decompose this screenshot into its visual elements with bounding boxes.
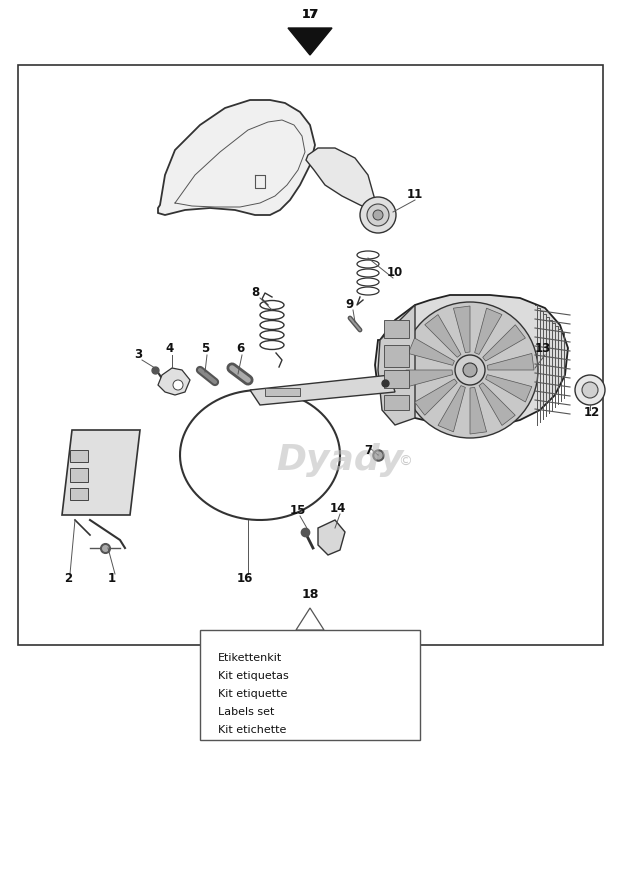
Text: 3: 3: [134, 348, 142, 361]
Text: Etikettenkit: Etikettenkit: [218, 653, 283, 663]
Polygon shape: [408, 338, 455, 366]
Text: 1: 1: [108, 571, 116, 584]
Text: 11: 11: [407, 188, 423, 201]
Bar: [384, 395, 409, 410]
Circle shape: [402, 302, 538, 438]
Text: 12: 12: [584, 405, 600, 418]
Text: 7: 7: [364, 444, 372, 457]
Polygon shape: [486, 374, 532, 402]
Text: 13: 13: [535, 341, 551, 354]
Circle shape: [463, 363, 477, 377]
Polygon shape: [479, 382, 515, 425]
Polygon shape: [375, 295, 568, 428]
Bar: [70, 450, 88, 462]
Polygon shape: [483, 325, 525, 361]
Text: Dyady: Dyady: [276, 443, 404, 477]
Polygon shape: [318, 520, 345, 555]
Text: 10: 10: [387, 265, 403, 278]
Text: Kit etichette: Kit etichette: [218, 725, 286, 735]
Polygon shape: [158, 100, 315, 215]
Polygon shape: [378, 305, 415, 425]
Polygon shape: [425, 315, 461, 357]
Text: 16: 16: [237, 571, 253, 584]
Text: 15: 15: [290, 503, 306, 516]
Bar: [70, 488, 88, 500]
Text: 2: 2: [64, 571, 72, 584]
Polygon shape: [487, 354, 534, 370]
Polygon shape: [415, 379, 457, 416]
Text: ©: ©: [398, 455, 412, 469]
Polygon shape: [288, 28, 332, 55]
Text: Kit etiquette: Kit etiquette: [218, 689, 288, 699]
Text: Labels set: Labels set: [218, 707, 274, 717]
Bar: [384, 320, 409, 338]
Polygon shape: [158, 368, 190, 395]
Circle shape: [173, 380, 183, 390]
Bar: [265, 388, 300, 396]
Bar: [384, 345, 409, 367]
Polygon shape: [250, 375, 395, 405]
Text: 9: 9: [346, 298, 354, 311]
Circle shape: [367, 204, 389, 226]
Circle shape: [575, 375, 605, 405]
Text: 4: 4: [166, 341, 174, 354]
Text: 8: 8: [251, 285, 259, 298]
Text: 17: 17: [302, 8, 318, 20]
Text: 5: 5: [201, 341, 209, 354]
Polygon shape: [438, 386, 465, 432]
Circle shape: [582, 382, 598, 398]
Polygon shape: [453, 306, 470, 353]
Polygon shape: [62, 430, 140, 515]
Text: 18: 18: [301, 589, 319, 601]
Text: 6: 6: [236, 341, 244, 354]
Bar: [70, 468, 88, 482]
Text: 14: 14: [330, 501, 346, 514]
Polygon shape: [470, 388, 487, 434]
Bar: [384, 370, 409, 388]
Circle shape: [455, 355, 485, 385]
Circle shape: [373, 210, 383, 220]
Polygon shape: [306, 148, 375, 210]
Polygon shape: [296, 608, 324, 630]
Bar: [18, 65, 603, 645]
Polygon shape: [406, 370, 453, 387]
Text: 17: 17: [301, 9, 319, 22]
Bar: [200, 630, 420, 740]
Circle shape: [360, 197, 396, 233]
Polygon shape: [474, 308, 502, 354]
Text: Kit etiquetas: Kit etiquetas: [218, 671, 289, 681]
